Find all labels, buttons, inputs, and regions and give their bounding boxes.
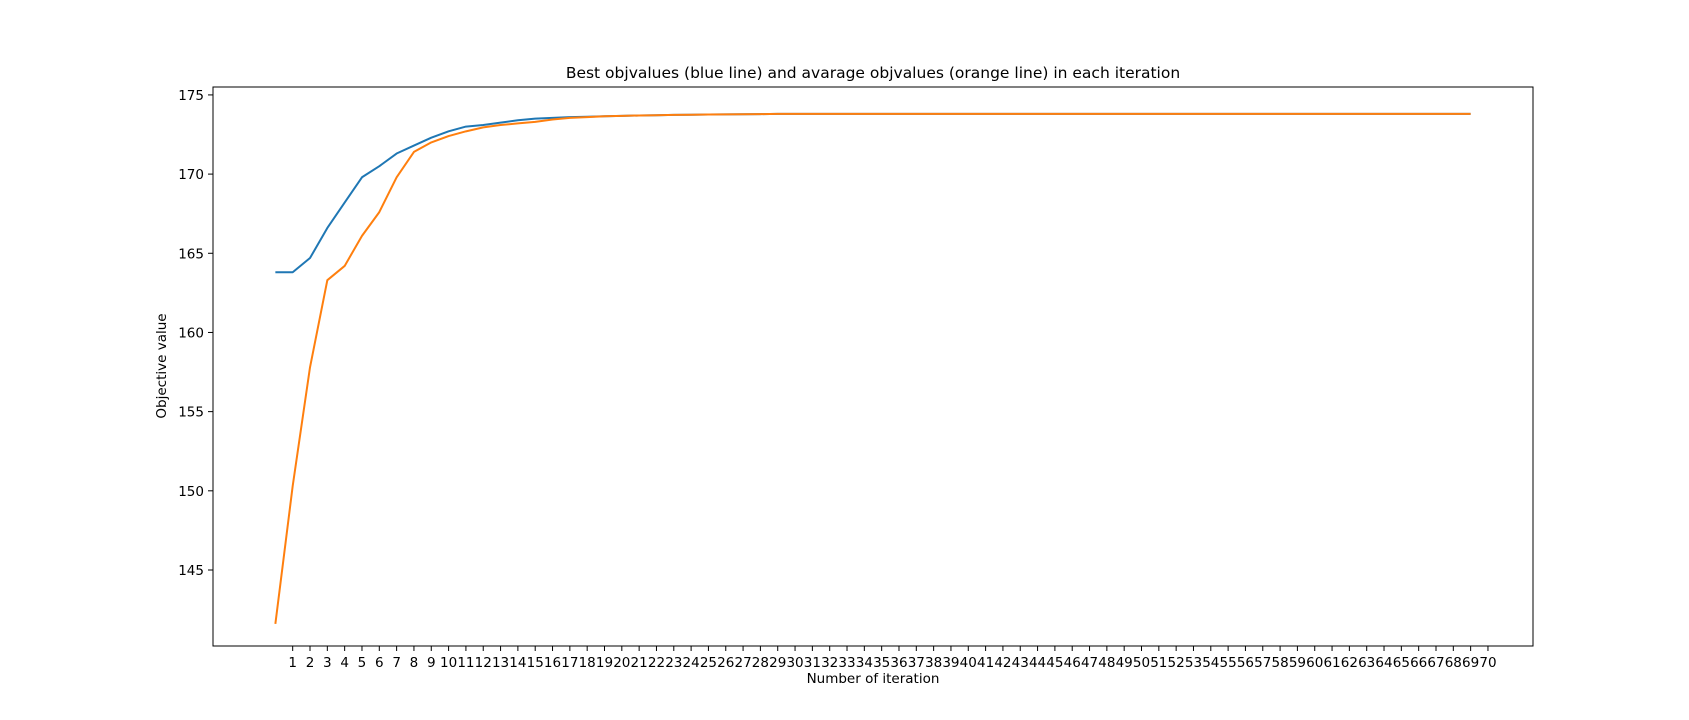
x-tick-label: 10 <box>440 655 457 671</box>
y-tick-label: 150 <box>178 484 204 500</box>
x-tick-label: 32 <box>821 655 838 671</box>
x-tick-label: 62 <box>1341 655 1358 671</box>
x-tick-label: 37 <box>908 655 925 671</box>
x-tick-label: 23 <box>665 655 682 671</box>
x-tick-label: 41 <box>977 655 994 671</box>
x-tick-label: 28 <box>752 655 769 671</box>
x-tick-label: 26 <box>717 655 734 671</box>
x-tick-label: 8 <box>410 655 419 671</box>
x-tick-label: 24 <box>683 655 700 671</box>
plot-area-frame <box>212 86 1534 647</box>
x-tick-label: 54 <box>1202 655 1219 671</box>
x-axis-label: Number of iteration <box>807 671 940 687</box>
x-tick-label: 55 <box>1220 655 1237 671</box>
x-tick-label: 38 <box>925 655 942 671</box>
x-tick-label: 44 <box>1029 655 1046 671</box>
x-tick-label: 56 <box>1237 655 1254 671</box>
x-tick-label: 66 <box>1410 655 1427 671</box>
x-tick-label: 53 <box>1185 655 1202 671</box>
x-tick-label: 5 <box>358 655 367 671</box>
x-tick-label: 12 <box>475 655 492 671</box>
x-tick-label: 70 <box>1479 655 1496 671</box>
x-tick-label: 29 <box>769 655 786 671</box>
x-tick-label: 39 <box>942 655 959 671</box>
x-tick-label: 13 <box>492 655 509 671</box>
x-tick-label: 30 <box>786 655 803 671</box>
y-axis-label: Objective value <box>154 313 170 418</box>
series-layer <box>274 112 1471 624</box>
x-tick-label: 67 <box>1427 655 1444 671</box>
series-line-2 <box>274 112 1471 624</box>
x-tick-label: 45 <box>1046 655 1063 671</box>
x-tick-label: 9 <box>427 655 436 671</box>
chart-title: Best objvalues (blue line) and avarage o… <box>566 64 1180 82</box>
y-tick-label: 160 <box>178 325 204 341</box>
x-tick-label: 6 <box>375 655 384 671</box>
x-tick-label: 65 <box>1393 655 1410 671</box>
x-tick-label: 19 <box>596 655 613 671</box>
x-tick-label: 51 <box>1150 655 1167 671</box>
x-tick-label: 50 <box>1133 655 1150 671</box>
x-tick-label: 11 <box>457 655 474 671</box>
x-tick-label: 57 <box>1254 655 1271 671</box>
x-tick-label: 20 <box>613 655 630 671</box>
x-tick-label: 15 <box>527 655 544 671</box>
y-tick-label: 175 <box>178 88 204 104</box>
y-tick-label: 165 <box>178 246 204 262</box>
x-tick-label: 22 <box>648 655 665 671</box>
x-tick-label: 46 <box>1064 655 1081 671</box>
x-tick-label: 43 <box>1012 655 1029 671</box>
x-tick-label: 18 <box>579 655 596 671</box>
x-tick-label: 36 <box>890 655 907 671</box>
x-tick-label: 48 <box>1098 655 1115 671</box>
x-tick-label: 58 <box>1271 655 1288 671</box>
x-tick-label: 14 <box>509 655 526 671</box>
x-tick-label: 69 <box>1462 655 1479 671</box>
x-tick-label: 35 <box>873 655 890 671</box>
x-tick-label: 1 <box>288 655 297 671</box>
x-tick-label: 49 <box>1116 655 1133 671</box>
x-tick-label: 60 <box>1306 655 1323 671</box>
x-tick-label: 34 <box>856 655 873 671</box>
x-tick-label: 31 <box>804 655 821 671</box>
x-tick-label: 42 <box>994 655 1011 671</box>
x-tick-label: 40 <box>960 655 977 671</box>
y-tick-label: 145 <box>178 563 204 579</box>
x-axis-ticks: 1 2 3 4 5 6 7 8 9 10 11 12 13 14 15 16 17 18 19 20 21 22 23 24 2… <box>288 646 1497 671</box>
x-tick-label: 21 <box>631 655 648 671</box>
x-tick-label: 16 <box>544 655 561 671</box>
x-tick-label: 33 <box>838 655 855 671</box>
x-tick-label: 63 <box>1358 655 1375 671</box>
y-axis-ticks: 145 150 155 160 165 170 175 <box>178 88 213 579</box>
x-tick-label: 2 <box>306 655 315 671</box>
x-tick-label: 68 <box>1445 655 1462 671</box>
x-tick-label: 52 <box>1168 655 1185 671</box>
x-tick-label: 59 <box>1289 655 1306 671</box>
x-tick-label: 61 <box>1323 655 1340 671</box>
x-tick-label: 7 <box>392 655 401 671</box>
x-tick-label: 4 <box>340 655 349 671</box>
x-tick-label: 17 <box>561 655 578 671</box>
x-tick-label: 25 <box>700 655 717 671</box>
x-tick-label: 47 <box>1081 655 1098 671</box>
x-tick-label: 27 <box>734 655 751 671</box>
x-tick-label: 3 <box>323 655 332 671</box>
y-tick-label: 170 <box>178 167 204 183</box>
x-tick-label: 64 <box>1375 655 1392 671</box>
y-tick-label: 155 <box>178 405 204 421</box>
